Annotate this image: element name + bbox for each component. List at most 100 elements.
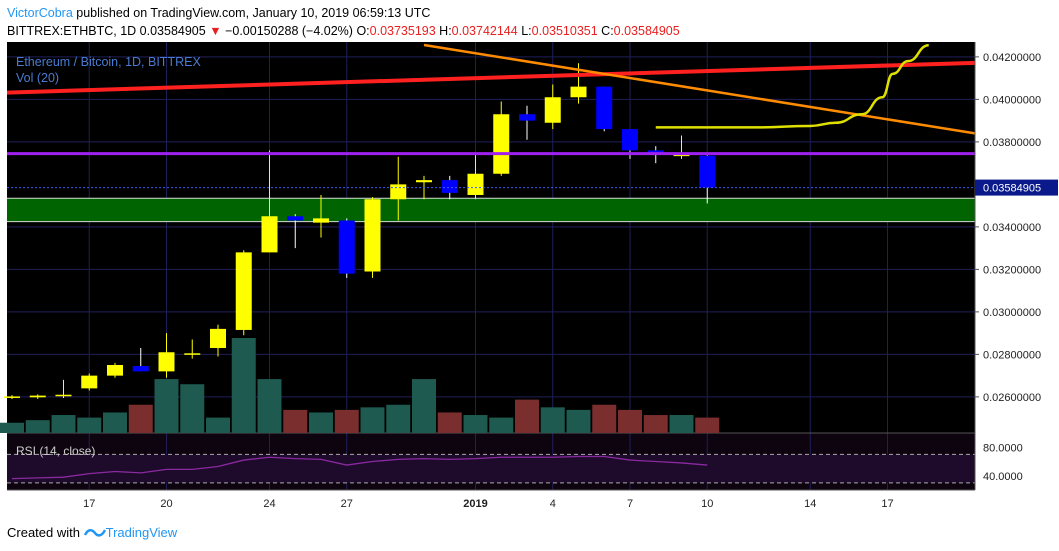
volume-bar [412, 379, 436, 433]
down-arrow-icon: ▼ [209, 24, 222, 38]
volume-bar [51, 415, 76, 433]
volume-bar [180, 384, 205, 433]
tradingview-logo-icon [83, 529, 106, 537]
candle-body [570, 86, 587, 98]
volume-bars [0, 338, 720, 433]
candle-body [622, 129, 638, 151]
price-change: −0.00150288 (−4.02%) [225, 24, 353, 38]
volume-bar [309, 412, 333, 433]
time-tick-label: 24 [263, 498, 275, 510]
projection-curve [655, 43, 929, 129]
o-label: O: [356, 24, 370, 38]
volume-bar [77, 417, 102, 433]
candle-body [416, 180, 432, 183]
candle-body [699, 155, 716, 188]
candle-body [493, 114, 510, 174]
volume-bar [103, 412, 127, 433]
volume-bar [592, 404, 617, 433]
time-tick-label: 17 [83, 498, 95, 510]
volume-bar [437, 412, 462, 433]
volume-bar [206, 417, 230, 433]
candle-body [81, 375, 98, 389]
candle-body [107, 365, 123, 376]
candle-body [467, 173, 484, 195]
rsi-band [7, 454, 975, 483]
volume-bar [283, 409, 308, 433]
volume-bar [386, 404, 411, 433]
drawn-lines [6, 43, 976, 156]
candle-body [519, 114, 535, 121]
support-zone [7, 198, 975, 222]
price-tick-label: 0.04000000 [983, 94, 1041, 106]
red-trendline [6, 60, 976, 95]
axis-bg [975, 42, 1052, 490]
candle-body [544, 97, 561, 123]
symbol-label: BITTREX:ETHBTC, 1D [7, 24, 137, 38]
close-value: 0.03584905 [613, 24, 680, 38]
volume-bar [231, 338, 256, 433]
time-tick-label: 17 [881, 498, 893, 510]
candle-body [132, 366, 149, 372]
volume-bar [540, 407, 565, 433]
time-tick-label: 7 [627, 498, 633, 510]
volume-bar [515, 399, 539, 433]
candle-body [364, 199, 381, 272]
time-axis[interactable]: 17 20 24 27 2019 4 7 10 14 17 [7, 489, 975, 510]
published-text: published on TradingView.com, January 10… [72, 6, 431, 20]
candle-body [390, 184, 407, 200]
candle-body [673, 154, 690, 157]
volume-bar [618, 409, 642, 433]
candle-body [29, 395, 46, 398]
publish-info: VictorCobra published on TradingView.com… [7, 4, 430, 22]
volume-bar [669, 415, 694, 433]
rsi-label: RSI (14, close) [16, 444, 95, 458]
low-value: 0.03510351 [531, 24, 598, 38]
candle-body [158, 352, 175, 372]
price-tick-label: 0.04200000 [983, 52, 1041, 64]
symbol-info: BITTREX:ETHBTC, 1D 0.03584905 ▼ −0.00150… [7, 22, 680, 40]
volume-bar [25, 420, 50, 433]
author-link[interactable]: VictorCobra [7, 6, 73, 20]
candle-body [261, 216, 278, 253]
tradingview-brand[interactable]: TradingView [105, 525, 178, 540]
candle-body [596, 86, 613, 130]
price-tick-label: 0.03400000 [983, 222, 1041, 234]
volume-bar [489, 417, 514, 433]
footer: Created with TradingView [7, 525, 177, 540]
time-tick-label: 14 [804, 498, 816, 510]
last-price-tag [975, 179, 1058, 196]
volume-bar [257, 379, 282, 433]
time-tick-label: 27 [341, 498, 353, 510]
rsi-indicator [7, 453, 975, 484]
chart-title: Ethereum / Bitcoin, 1D, BITTREX [16, 55, 201, 69]
candle-body [441, 180, 458, 193]
orange-trendline [423, 43, 976, 135]
candle-body [210, 328, 226, 348]
h-label: H: [439, 24, 452, 38]
time-tick-label: 20 [160, 498, 172, 510]
price-tick-label: 0.02800000 [983, 349, 1041, 361]
l-label: L: [521, 24, 532, 38]
price-tick-label: 0.03800000 [983, 137, 1041, 149]
open-value: 0.03735193 [369, 24, 436, 38]
volume-bar [360, 407, 385, 433]
candle-body [184, 353, 201, 355]
time-tick-label: 10 [701, 498, 713, 510]
price-axis[interactable]: 0.04200000 0.04000000 0.03800000 0.03400000… [974, 42, 1058, 490]
candle-body [4, 396, 20, 398]
price-tick-label: 0.03000000 [983, 307, 1041, 319]
last-price: 0.03584905 [139, 24, 206, 38]
candle-body [338, 220, 355, 274]
price-tick-label: 0.02600000 [983, 392, 1041, 404]
time-tick-label: 2019 [463, 498, 487, 510]
candle-body [287, 216, 304, 221]
volume-bar [0, 422, 24, 433]
volume-bar [334, 409, 359, 433]
volume-bar [154, 379, 179, 433]
time-tick-label: 4 [550, 498, 556, 510]
created-with-text: Created with [7, 525, 80, 540]
volume-bar [566, 409, 591, 433]
volume-label: Vol (20) [16, 71, 59, 85]
main-pane-background [7, 42, 975, 433]
